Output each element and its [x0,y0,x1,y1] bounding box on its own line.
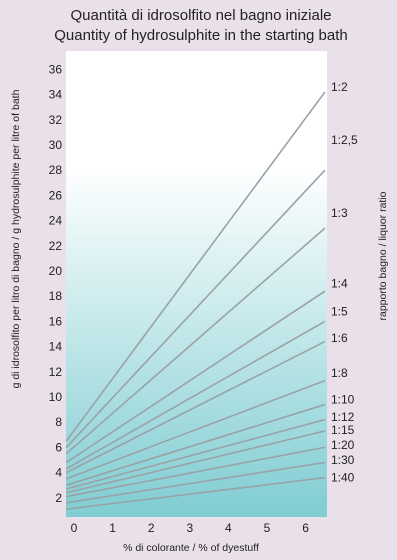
y-tick-label: 22 [49,239,63,253]
y-tick-label: 36 [49,62,63,76]
series-line-10 [66,430,326,494]
x-tick-label: 5 [264,521,271,535]
y-tick-label: 10 [49,390,63,404]
y-tick-label: 20 [49,264,63,278]
series-line-8 [66,403,326,486]
x-tick-label: 3 [186,521,193,535]
chart-subtitle: Quantity of hydrosulphite in the startin… [54,27,348,44]
ratio-label: 1:40 [331,471,355,485]
series-line-6 [65,340,326,474]
x-tick-label: 1 [109,521,116,535]
series-line-4 [65,290,326,464]
x-tick-label: 0 [71,521,78,535]
series-line-11 [66,446,326,498]
series-line-5 [65,320,326,470]
y-tick-label: 34 [49,88,63,102]
y-tick-label: 18 [49,289,63,303]
chart-title: Quantità di idrosolfito nel bagno inizia… [71,7,332,24]
ratio-label: 1:4 [331,277,348,291]
series-line-1 [65,91,326,442]
y-tick-label: 26 [49,188,63,202]
y-tick-label: 8 [55,415,62,429]
x-axis-title: % di colorante / % of dyestuff [123,542,259,554]
x-axis-ticks: 0 1 2 3 4 5 6 [71,521,310,535]
ratio-label: 1:30 [331,453,355,467]
ratio-label: 1:2 [331,80,348,94]
y-tick-label: 16 [49,314,63,328]
plot-area [66,51,327,517]
y-tick-label: 28 [49,163,63,177]
y-tick-label: 4 [55,466,62,480]
series-line-13 [66,476,325,510]
ratio-label: 1:6 [331,331,348,345]
ratio-label: 1:20 [331,438,355,452]
x-tick-label: 2 [148,521,155,535]
ratio-label: 1:2,5 [331,133,358,147]
y-tick-label: 6 [55,440,62,454]
ratio-label: 1:5 [331,304,348,318]
ratio-label: 1:15 [331,423,355,437]
y-tick-label: 32 [49,113,63,127]
series-line-12 [66,461,326,504]
ratio-label: 1:10 [331,393,355,407]
right-axis-title: rapporto bagno / liquor ratio [377,191,389,320]
ratio-label: 1:8 [331,366,348,380]
y-tick-label: 24 [49,214,63,228]
ratio-label: 1:3 [331,206,348,220]
x-tick-label: 4 [225,521,232,535]
ratio-label: 1:12 [331,410,355,424]
series-lines [65,91,326,510]
series-line-7 [65,379,326,480]
series-line-9 [66,418,326,490]
y-axis-title: g di idrosolfito per litro di bagno / g … [10,89,22,388]
ratio-labels: 1:21:2,51:31:41:51:61:81:101:121:151:201… [331,80,358,485]
y-tick-label: 12 [49,365,63,379]
y-tick-label: 2 [55,491,62,505]
series-line-3 [65,227,326,455]
y-tick-label: 30 [49,138,63,152]
y-tick-label: 14 [49,340,63,354]
series-line-2 [65,169,326,448]
x-tick-label: 6 [302,521,309,535]
